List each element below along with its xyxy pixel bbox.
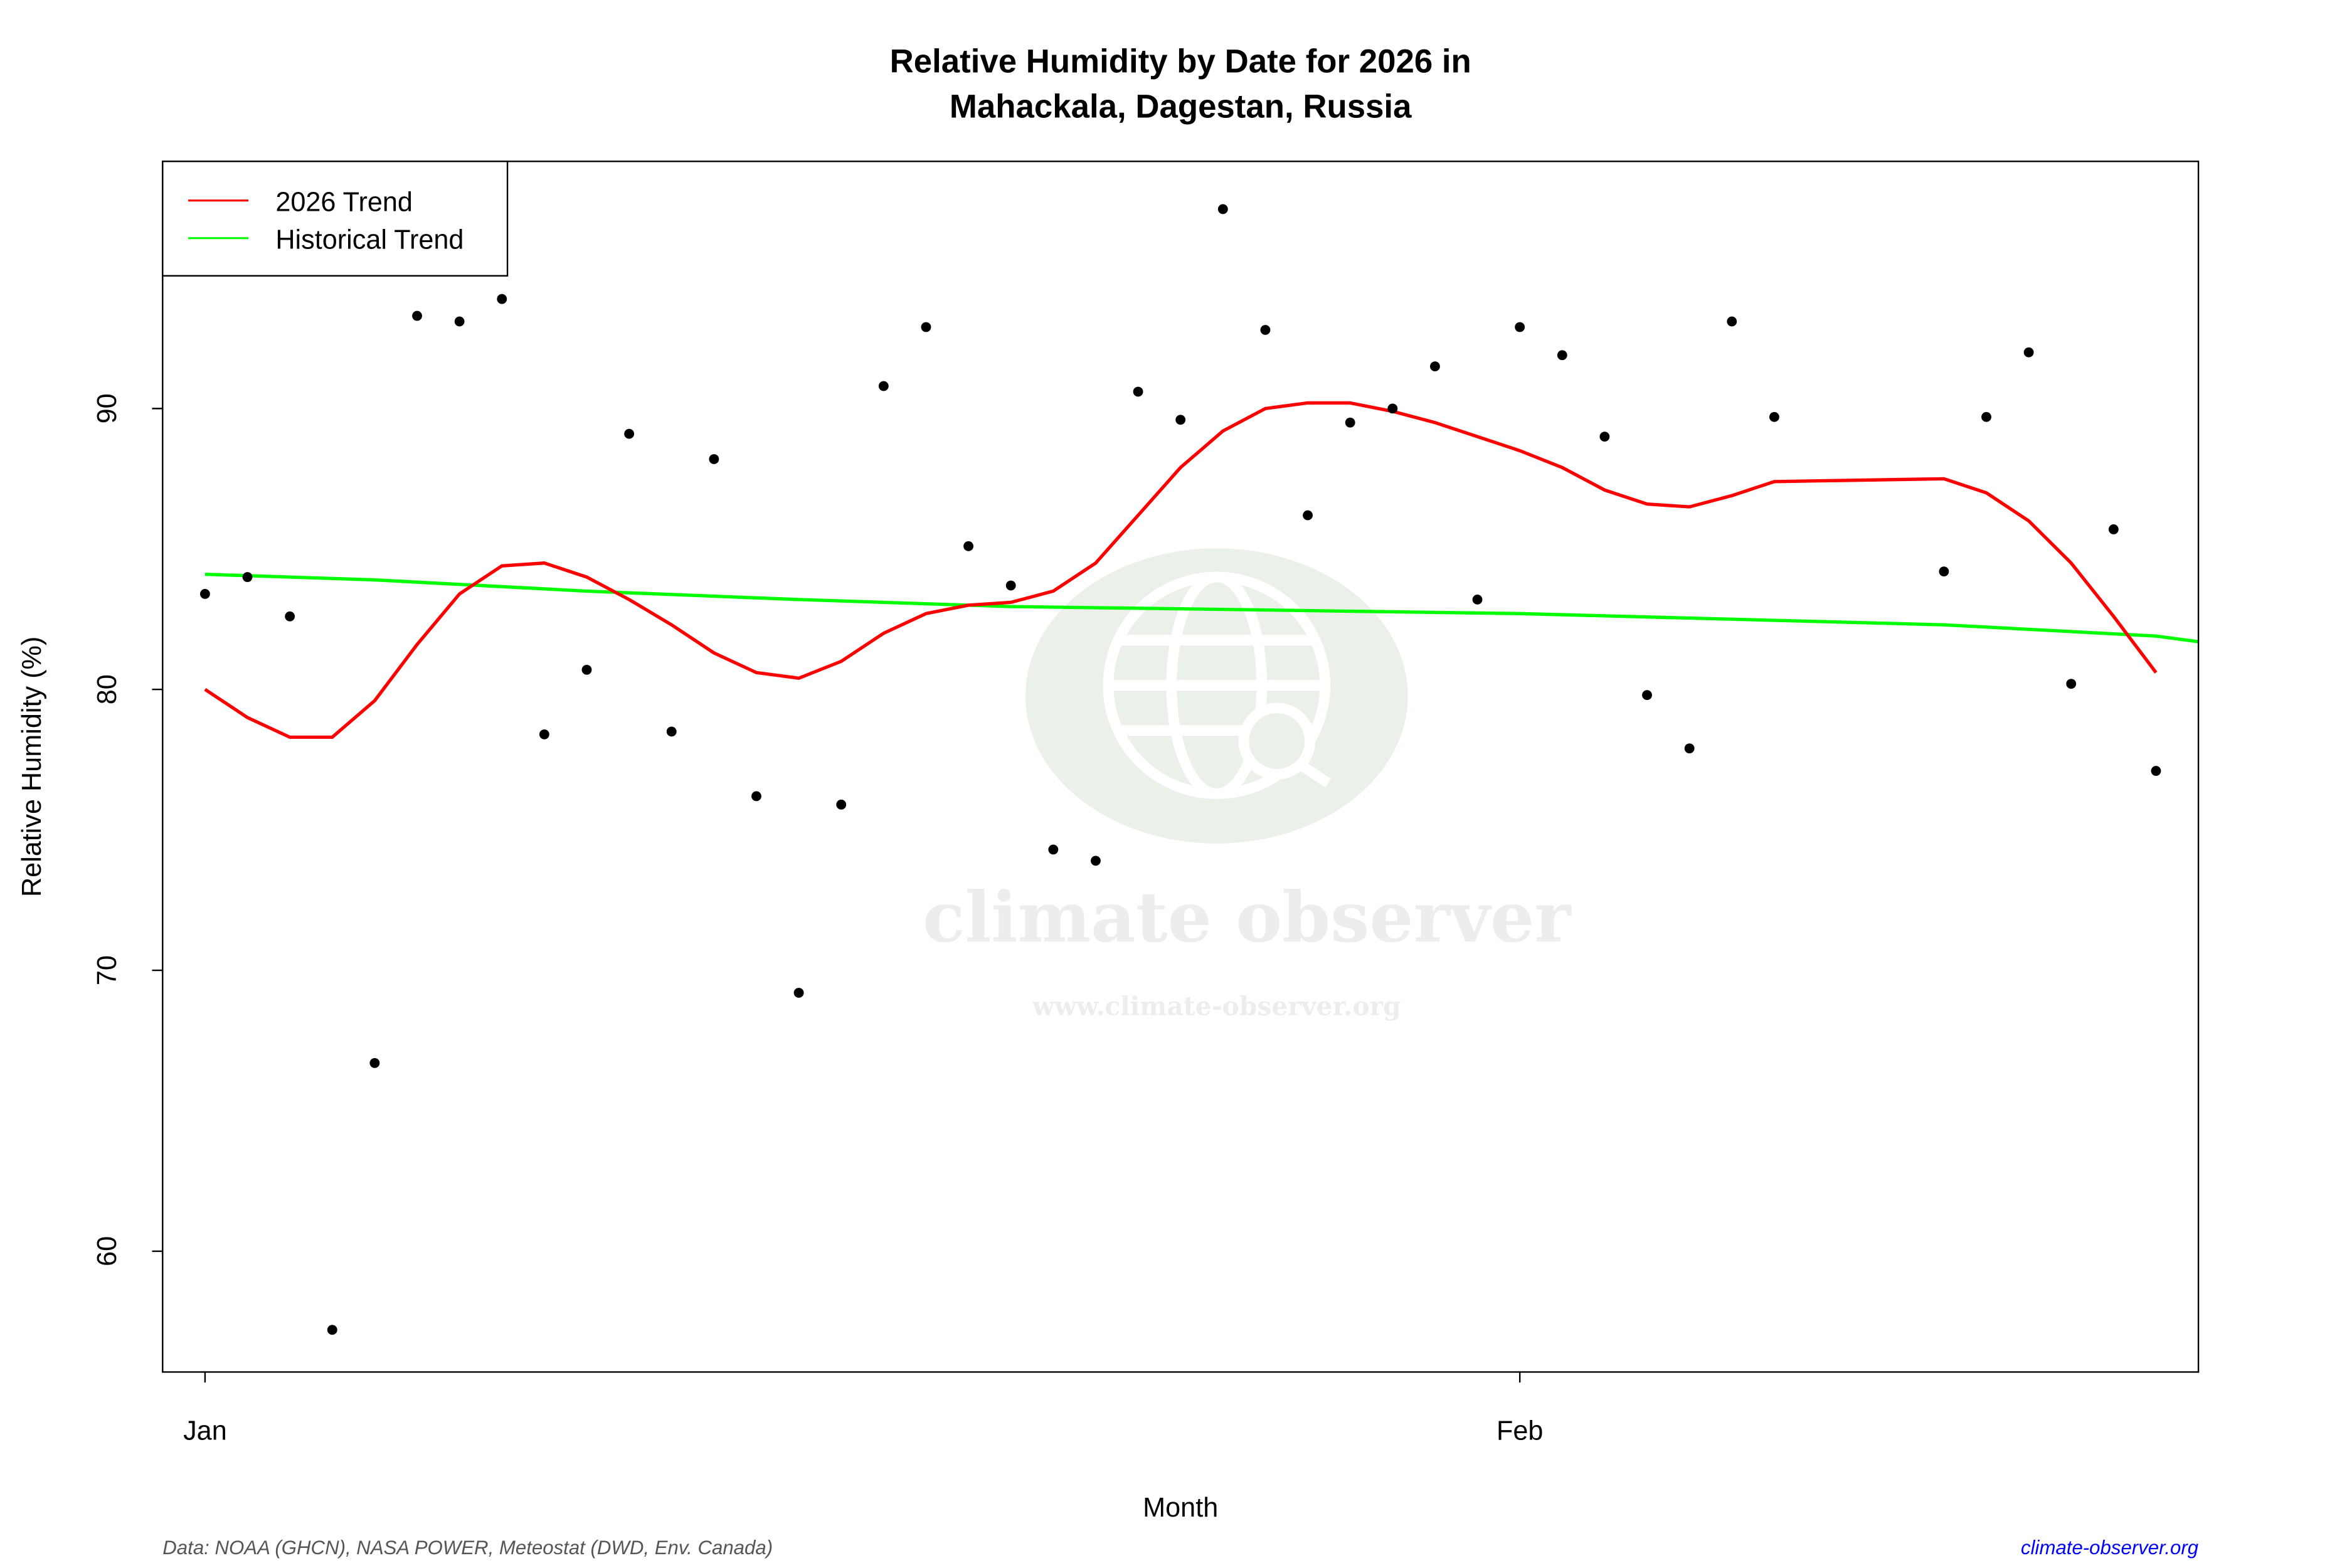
data-point	[327, 1325, 337, 1335]
data-point	[454, 316, 465, 327]
data-point	[242, 572, 253, 583]
data-point	[497, 294, 507, 304]
data-point	[369, 1057, 380, 1068]
data-point	[1557, 350, 1567, 361]
y-tick-label: 90	[92, 393, 122, 423]
plot-frame	[162, 161, 2200, 1373]
data-point	[1939, 566, 1949, 577]
globe-search-icon	[1103, 571, 1332, 800]
data-point	[412, 310, 422, 321]
data-point	[1981, 411, 1991, 422]
data-point	[1091, 856, 1101, 866]
data-point	[963, 541, 974, 551]
data-point	[836, 799, 847, 810]
data-point	[1430, 361, 1440, 372]
data-point	[921, 322, 931, 332]
data-point	[1217, 204, 1228, 215]
series-line-2026-trend	[204, 401, 2158, 739]
x-tick-label: Feb	[1496, 1416, 1543, 1446]
x-tick-label: Jan	[183, 1416, 227, 1446]
y-tick-label: 70	[92, 955, 122, 985]
data-point	[2108, 524, 2119, 534]
data-point	[539, 729, 549, 739]
legend-box	[162, 161, 509, 277]
data-point	[581, 664, 592, 675]
legend: 2026 Trend Historical Trend	[162, 161, 509, 277]
y-tick-label: 60	[92, 1236, 122, 1266]
data-point	[1345, 417, 1355, 428]
data-point	[2066, 679, 2077, 689]
data-point	[793, 987, 804, 998]
data-point	[1515, 322, 1525, 332]
watermark: climate observer www.climate-observer.or…	[923, 548, 1572, 1022]
data-source-note: Data: NOAA (GHCN), NASA POWER, Meteostat…	[162, 1537, 773, 1559]
watermark-text: climate observer	[923, 877, 1572, 958]
data-point	[199, 589, 210, 599]
watermark-globe-bg	[1025, 548, 1408, 844]
data-point	[1303, 510, 1313, 521]
data-point	[1175, 415, 1186, 425]
data-point	[878, 381, 889, 391]
site-link[interactable]: climate-observer.org	[2021, 1537, 2199, 1559]
data-point	[1260, 325, 1271, 335]
data-point	[285, 611, 295, 622]
data-point	[751, 791, 761, 802]
chart-title: Relative Humidity by Date for 2026 in	[890, 43, 1471, 80]
chart-subtitle: Mahackala, Dagestan, Russia	[950, 88, 1412, 125]
data-point	[624, 428, 635, 439]
x-axis-label: Month	[1143, 1493, 1218, 1523]
data-point	[1684, 743, 1695, 754]
legend-label-2026-trend: 2026 Trend	[275, 188, 413, 218]
data-point	[1769, 411, 1779, 422]
data-point	[1133, 386, 1143, 397]
data-point	[2023, 347, 2034, 358]
data-point	[666, 726, 677, 737]
data-point	[1727, 316, 1737, 327]
series-line-historical-trend	[204, 572, 2199, 644]
y-tick-label: 80	[92, 674, 122, 704]
data-point	[1048, 844, 1059, 855]
watermark-url: www.climate-observer.org	[1032, 992, 1401, 1022]
y-axis-label: Relative Humidity (%)	[17, 637, 47, 897]
data-point	[1599, 432, 1610, 442]
data-point	[1472, 595, 1483, 605]
legend-label-historical-trend: Historical Trend	[275, 225, 464, 255]
data-point	[1005, 580, 1016, 591]
data-point	[1387, 403, 1398, 414]
data-point	[709, 454, 719, 464]
data-point	[2151, 766, 2161, 776]
data-point	[1642, 690, 1652, 701]
